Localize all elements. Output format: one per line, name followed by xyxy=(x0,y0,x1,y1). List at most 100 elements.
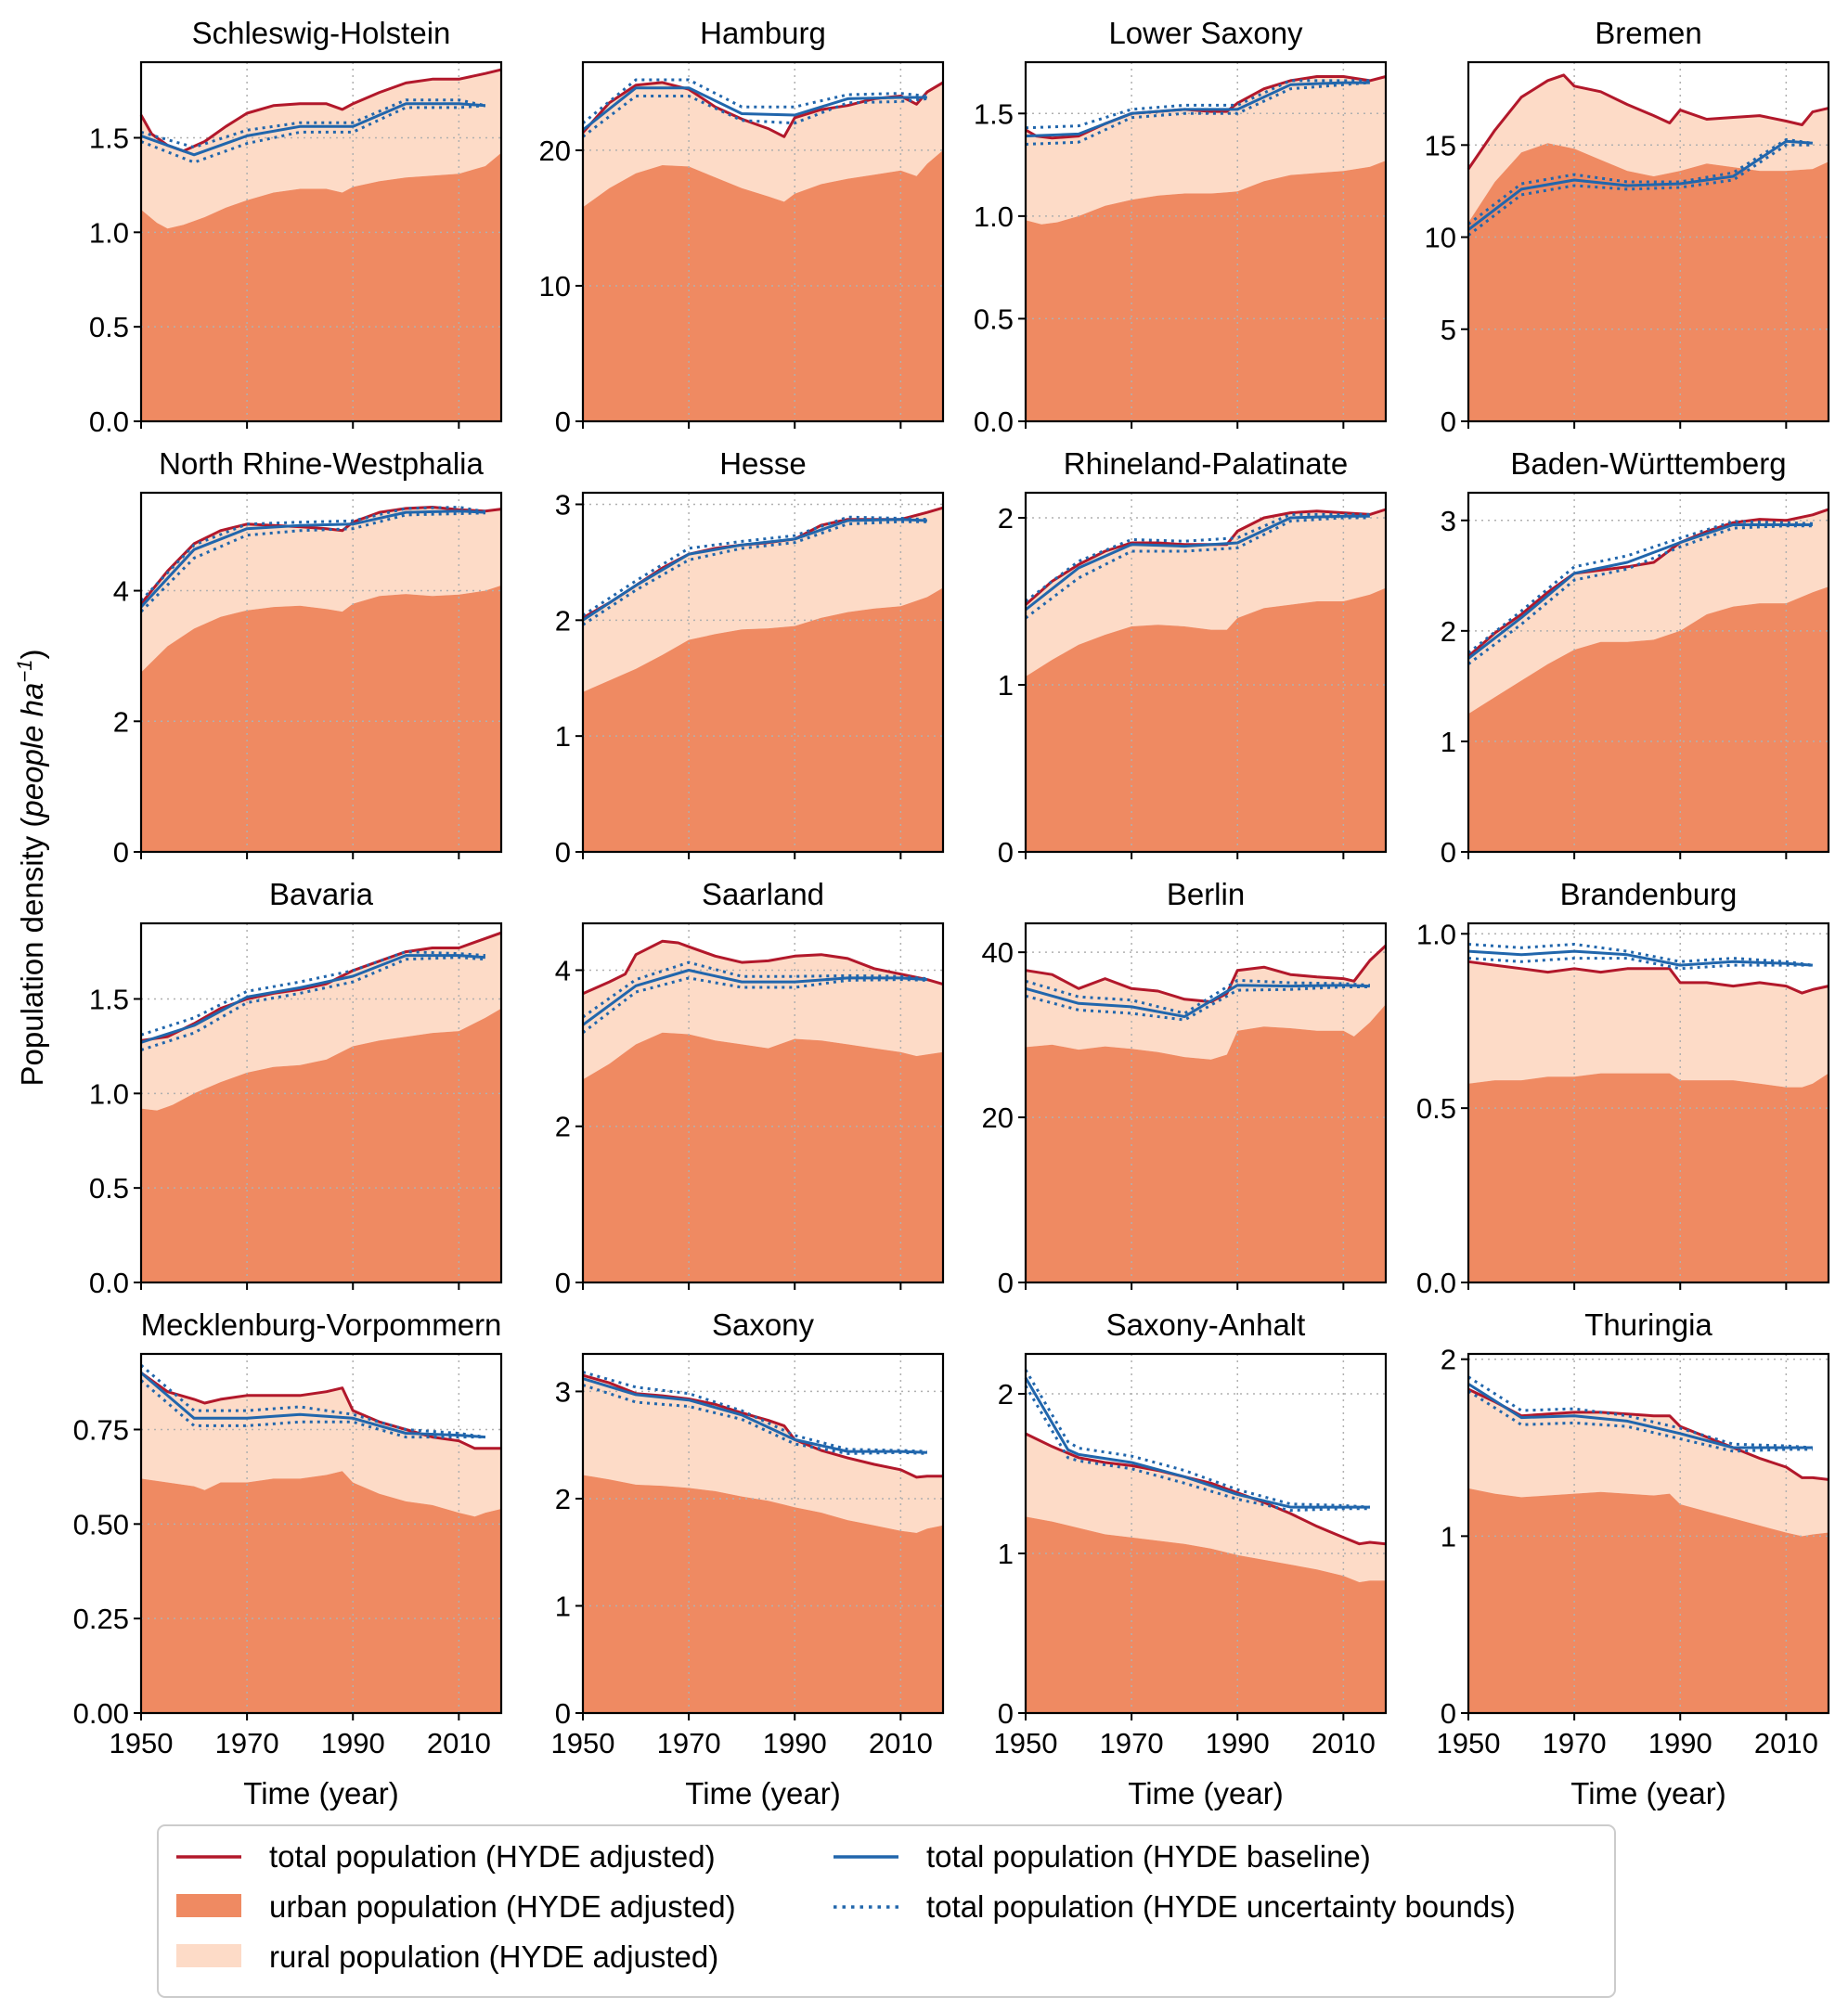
legend-label-adjusted: total population (HYDE adjusted) xyxy=(269,1839,716,1874)
x-tick-label: 1970 xyxy=(215,1727,279,1759)
panel-saarland: 0 2 4 Saarland xyxy=(555,877,945,1299)
baseline-total-line xyxy=(582,969,927,1026)
axes-frame xyxy=(1024,921,1388,1284)
y-tick-label: 0 xyxy=(555,406,571,438)
y-tick-label: 40 xyxy=(982,936,1014,969)
panel-title: Baden-Württemberg xyxy=(1510,446,1786,481)
uncertainty-lower-line xyxy=(1025,81,1371,146)
y-tick-label: 0 xyxy=(1441,406,1456,438)
subplot-grid: 0.00.51.01.5Schleswig-Holstein01020Hambu… xyxy=(73,16,1830,1810)
x-tick-label: 2010 xyxy=(427,1727,491,1759)
baseline-total-line xyxy=(1025,514,1370,612)
x-axis-label: Time (year) xyxy=(243,1776,398,1810)
axes-frame xyxy=(1467,1352,1830,1715)
y-tick-label: 0.5 xyxy=(89,1172,129,1205)
urban-area xyxy=(1468,1073,1829,1282)
y-tick-label: 0.0 xyxy=(974,406,1014,438)
axes-frame xyxy=(1467,491,1830,854)
y-tick-label: 1 xyxy=(1441,726,1456,758)
uncertainty-upper-line xyxy=(1025,978,1370,1015)
panel-hamburg: 0 10 20 Hamburg xyxy=(539,16,945,438)
uncertainty-lower-line xyxy=(582,976,927,1034)
x-tick-label: 1970 xyxy=(1543,1727,1607,1759)
panel-title: Bavaria xyxy=(269,877,374,911)
x-axis-label: Time (year) xyxy=(1570,1776,1725,1810)
panel-title: Saxony-Anhalt xyxy=(1106,1308,1306,1342)
adjusted-total-line xyxy=(1025,1432,1387,1546)
y-tick-label: 0 xyxy=(1441,836,1456,869)
y-tick-label: 0.25 xyxy=(73,1603,129,1635)
adjusted-total-line xyxy=(140,931,502,1042)
rural-area xyxy=(141,70,501,229)
legend-label-uncertainty: total population (HYDE uncertainty bound… xyxy=(926,1889,1516,1924)
axes-frame xyxy=(139,491,503,854)
x-tick-label: 1950 xyxy=(551,1727,615,1759)
uncertainty-upper-line xyxy=(1467,137,1814,225)
y-tick-label: 0 xyxy=(998,1697,1014,1730)
panel-title: Brandenburg xyxy=(1560,877,1738,911)
baseline-total-line xyxy=(139,509,485,609)
y-tick-label: 0 xyxy=(555,1267,571,1299)
urban-area xyxy=(1468,143,1829,422)
y-tick-label: 3 xyxy=(555,1375,571,1408)
ylabel-superscript: −1 xyxy=(13,660,36,683)
panel-title: Saxony xyxy=(712,1308,815,1342)
uncertainty-upper-line xyxy=(1024,1369,1370,1509)
y-tick-label: 0 xyxy=(998,836,1014,869)
y-tick-label: 2 xyxy=(555,1111,571,1143)
adjusted-total-line xyxy=(1467,1387,1829,1481)
urban-area xyxy=(583,1475,943,1713)
y-tick-label: 4 xyxy=(555,954,571,986)
axes-frame xyxy=(1467,60,1830,423)
figure-ylabel: Population density (people ha−1) xyxy=(13,650,49,1087)
panel-schleswig-holstein: 0.0 0.5 1.0 1.5 Schleswig-Holstein xyxy=(89,16,503,438)
baseline-total-line xyxy=(1025,81,1370,138)
y-tick-label: 2 xyxy=(998,1378,1014,1411)
ylabel-close: ) xyxy=(15,650,49,660)
legend-label-urban: urban population (HYDE adjusted) xyxy=(269,1889,736,1924)
y-tick-label: 0 xyxy=(555,1697,571,1730)
adjusted-total-line xyxy=(1467,73,1829,170)
y-tick-label: 2 xyxy=(555,604,571,637)
axes-frame xyxy=(581,921,945,1284)
axes-frame xyxy=(139,921,503,1284)
y-tick-label: 5 xyxy=(1441,314,1456,346)
panel-berlin: 0 20 40 Berlin xyxy=(982,877,1388,1299)
panel-title: Rhineland-Palatinate xyxy=(1064,446,1348,481)
axes-frame xyxy=(1024,491,1388,854)
y-tick-label: 2 xyxy=(1441,1344,1456,1376)
panel-lower-saxony: 0.0 0.5 1.0 1.5 Lower Saxony xyxy=(974,16,1388,438)
urban-area xyxy=(141,152,501,422)
y-tick-label: 0.5 xyxy=(1416,1092,1456,1125)
baseline-total-line xyxy=(1467,139,1814,231)
panel-title: Bremen xyxy=(1595,16,1702,50)
y-tick-label: 0.0 xyxy=(1416,1267,1456,1299)
y-tick-label: 10 xyxy=(539,270,571,303)
panel-rhineland-palatinate: 0 1 2 Rhineland-Palatinate xyxy=(998,446,1388,869)
rural-area xyxy=(141,1372,501,1517)
uncertainty-upper-line xyxy=(1467,942,1814,967)
rural-area xyxy=(583,82,943,208)
y-tick-label: 0.0 xyxy=(89,406,129,438)
panel-thuringia: 0 1 2 1950 1970 1990 2010 Thuringia Time (year) xyxy=(1437,1308,1830,1810)
ylabel-italic: people ha xyxy=(15,683,49,818)
adjusted-total-line xyxy=(1467,508,1829,658)
urban-area xyxy=(141,1471,501,1713)
x-tick-label: 1990 xyxy=(1648,1727,1712,1759)
y-tick-label: 1 xyxy=(998,669,1014,702)
urban-area xyxy=(1026,1516,1386,1713)
urban-area xyxy=(583,149,943,421)
y-tick-label: 2 xyxy=(555,1483,571,1515)
x-tick-label: 2010 xyxy=(1312,1727,1376,1759)
panel-title: Schleswig-Holstein xyxy=(192,16,451,50)
urban-area xyxy=(1026,161,1386,421)
legend-label-rural: rural population (HYDE adjusted) xyxy=(269,1939,718,1974)
y-tick-label: 1.5 xyxy=(89,122,129,154)
adjusted-total-line xyxy=(582,939,944,996)
axes-frame xyxy=(581,60,945,423)
y-tick-label: 0 xyxy=(1441,1697,1456,1730)
uncertainty-lower-line xyxy=(1024,1385,1370,1513)
axes-frame xyxy=(1467,921,1830,1284)
panel-title: Saarland xyxy=(702,877,824,911)
uncertainty-lower-line xyxy=(1467,143,1813,237)
